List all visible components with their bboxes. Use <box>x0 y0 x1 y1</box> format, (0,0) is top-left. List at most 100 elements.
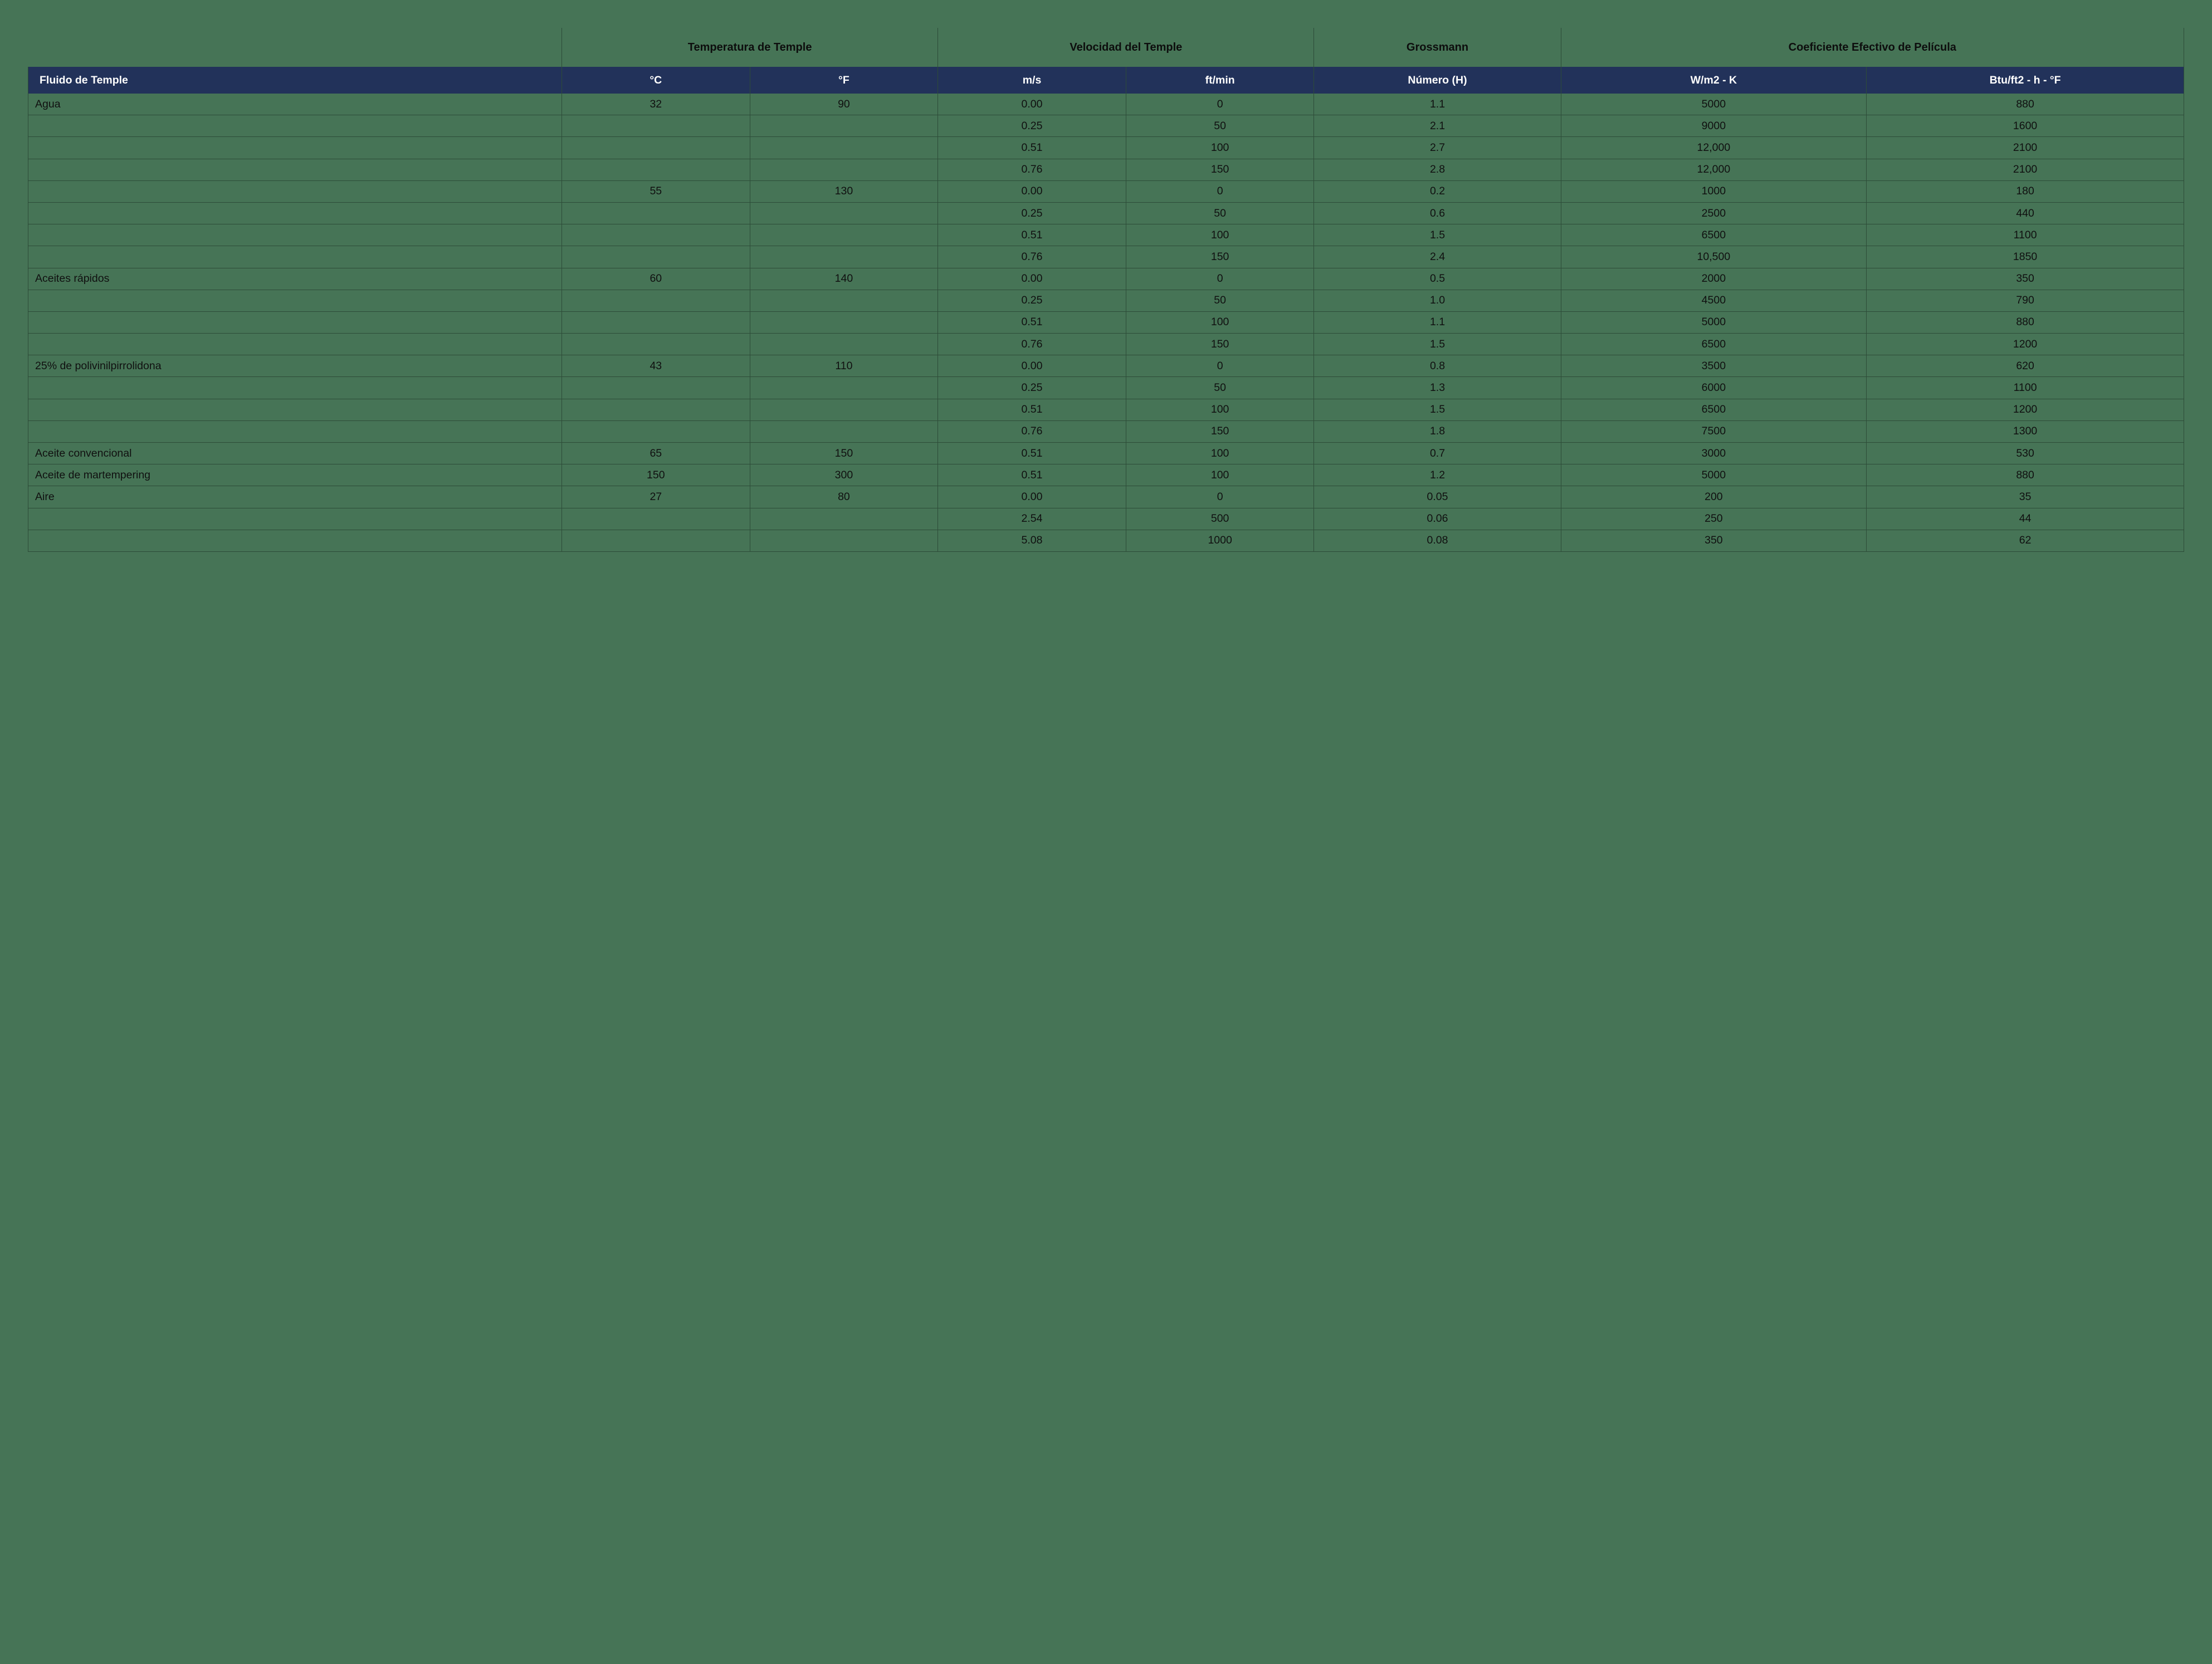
cell-fluid: Aceites rápidos <box>28 268 562 290</box>
cell-f: 80 <box>750 486 938 508</box>
cell-h: 1.8 <box>1314 420 1561 442</box>
cell-w: 6500 <box>1561 399 1867 420</box>
table-row: 0.25501.04500790 <box>28 290 2184 311</box>
table-row: 0.25501.360001100 <box>28 377 2184 399</box>
cell-fluid: Aire <box>28 486 562 508</box>
cell-f <box>750 137 938 159</box>
table-row: 0.761502.410,5001850 <box>28 246 2184 268</box>
cell-h: 1.3 <box>1314 377 1561 399</box>
cell-ms: 2.54 <box>938 508 1126 530</box>
cell-h: 1.1 <box>1314 94 1561 115</box>
cell-h: 2.7 <box>1314 137 1561 159</box>
cell-ms: 0.76 <box>938 159 1126 180</box>
cell-b: 880 <box>1867 311 2184 333</box>
cell-fluid <box>28 530 562 551</box>
cell-fluid: Agua <box>28 94 562 115</box>
cell-f <box>750 377 938 399</box>
cell-ft: 0 <box>1126 180 1314 202</box>
cell-w: 2000 <box>1561 268 1867 290</box>
cell-f: 90 <box>750 94 938 115</box>
cell-ms: 0.51 <box>938 464 1126 486</box>
table-row: 25% de polivinilpirrolidona431100.0000.8… <box>28 355 2184 377</box>
cell-f <box>750 508 938 530</box>
cell-c <box>562 530 750 551</box>
col-header-ms: m/s <box>938 67 1126 94</box>
cell-c <box>562 290 750 311</box>
table-row: 0.511001.15000880 <box>28 311 2184 333</box>
cell-f: 300 <box>750 464 938 486</box>
cell-c <box>562 420 750 442</box>
cell-c <box>562 159 750 180</box>
cell-fluid <box>28 224 562 246</box>
table-row: Aceite de martempering1503000.511001.250… <box>28 464 2184 486</box>
cell-c: 65 <box>562 443 750 464</box>
cell-h: 2.8 <box>1314 159 1561 180</box>
cell-ft: 0 <box>1126 486 1314 508</box>
col-header-num: Número (H) <box>1314 67 1561 94</box>
table-row: 551300.0000.21000180 <box>28 180 2184 202</box>
cell-h: 0.06 <box>1314 508 1561 530</box>
cell-h: 1.5 <box>1314 399 1561 420</box>
cell-h: 1.2 <box>1314 464 1561 486</box>
cell-f <box>750 399 938 420</box>
cell-w: 200 <box>1561 486 1867 508</box>
cell-f <box>750 246 938 268</box>
cell-b: 1100 <box>1867 224 2184 246</box>
cell-ft: 150 <box>1126 159 1314 180</box>
col-header-c: °C <box>562 67 750 94</box>
cell-c: 43 <box>562 355 750 377</box>
cell-b: 1300 <box>1867 420 2184 442</box>
cell-f <box>750 159 938 180</box>
cell-h: 0.08 <box>1314 530 1561 551</box>
cell-ms: 0.76 <box>938 246 1126 268</box>
table-row: Agua32900.0001.15000880 <box>28 94 2184 115</box>
cell-w: 9000 <box>1561 115 1867 137</box>
table-row: 0.761502.812,0002100 <box>28 159 2184 180</box>
cell-ms: 0.25 <box>938 115 1126 137</box>
cell-w: 5000 <box>1561 94 1867 115</box>
cell-fluid <box>28 246 562 268</box>
col-header-ft: ft/min <box>1126 67 1314 94</box>
cell-c <box>562 202 750 224</box>
cell-w: 250 <box>1561 508 1867 530</box>
cell-f <box>750 311 938 333</box>
cell-ft: 100 <box>1126 443 1314 464</box>
cell-c: 27 <box>562 486 750 508</box>
cell-f <box>750 224 938 246</box>
cell-b: 620 <box>1867 355 2184 377</box>
cell-ms: 0.51 <box>938 137 1126 159</box>
table-row: Aceite convencional651500.511000.7300053… <box>28 443 2184 464</box>
cell-c: 150 <box>562 464 750 486</box>
table-row: 0.511001.565001200 <box>28 399 2184 420</box>
cell-fluid: Aceite de martempering <box>28 464 562 486</box>
cell-h: 1.5 <box>1314 334 1561 355</box>
cell-ft: 50 <box>1126 115 1314 137</box>
table-row: 0.25500.62500440 <box>28 202 2184 224</box>
cell-h: 0.5 <box>1314 268 1561 290</box>
cell-ms: 0.00 <box>938 94 1126 115</box>
table-body: Agua32900.0001.150008800.25502.190001600… <box>28 94 2184 551</box>
cell-fluid: Aceite convencional <box>28 443 562 464</box>
cell-f: 140 <box>750 268 938 290</box>
cell-w: 10,500 <box>1561 246 1867 268</box>
cell-c: 60 <box>562 268 750 290</box>
cell-f: 150 <box>750 443 938 464</box>
cell-f: 130 <box>750 180 938 202</box>
cell-h: 2.4 <box>1314 246 1561 268</box>
cell-h: 0.8 <box>1314 355 1561 377</box>
cell-b: 790 <box>1867 290 2184 311</box>
cell-b: 35 <box>1867 486 2184 508</box>
table-row: 0.511002.712,0002100 <box>28 137 2184 159</box>
cell-b: 62 <box>1867 530 2184 551</box>
cell-w: 4500 <box>1561 290 1867 311</box>
cell-fluid <box>28 290 562 311</box>
cell-b: 1200 <box>1867 399 2184 420</box>
cell-ft: 0 <box>1126 268 1314 290</box>
table-row: 5.0810000.0835062 <box>28 530 2184 551</box>
cell-fluid <box>28 399 562 420</box>
cell-c <box>562 224 750 246</box>
table-row: 2.545000.0625044 <box>28 508 2184 530</box>
cell-ms: 0.00 <box>938 355 1126 377</box>
cell-fluid <box>28 159 562 180</box>
cell-fluid <box>28 420 562 442</box>
